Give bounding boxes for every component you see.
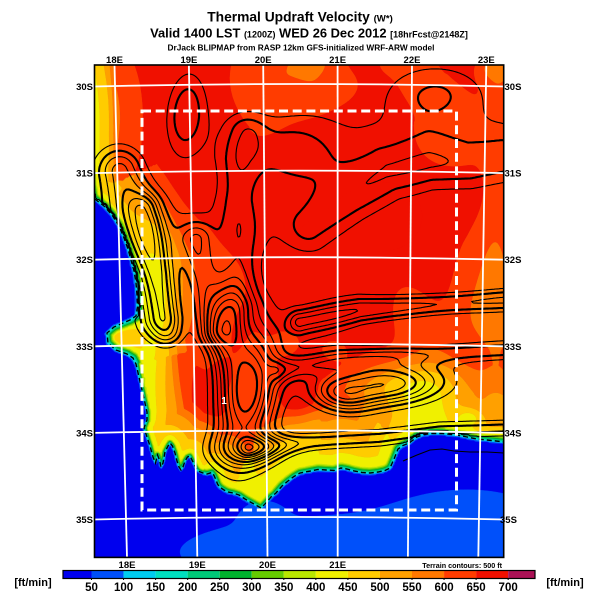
- svg-text:31S: 31S: [76, 169, 93, 180]
- svg-text:Thermal Updraft Velocity (W*): Thermal Updraft Velocity (W*): [207, 10, 393, 25]
- svg-text:33S: 33S: [505, 342, 522, 353]
- svg-text:1: 1: [221, 396, 227, 407]
- svg-text:Terrain contours: 500 ft: Terrain contours: 500 ft: [422, 561, 502, 570]
- svg-text:18E: 18E: [119, 560, 136, 571]
- svg-text:34S: 34S: [505, 428, 522, 439]
- svg-text:23E: 23E: [478, 55, 495, 66]
- svg-text:DrJack BLIPMAP from RASP 12km: DrJack BLIPMAP from RASP 12km GFS-initia…: [168, 43, 435, 53]
- svg-text:600: 600: [434, 582, 453, 594]
- svg-text:30S: 30S: [505, 82, 522, 93]
- svg-text:[ft/min]: [ft/min]: [546, 577, 584, 589]
- svg-text:21E: 21E: [329, 560, 346, 571]
- svg-text:50: 50: [85, 582, 98, 594]
- svg-text:350: 350: [274, 582, 293, 594]
- svg-text:400: 400: [306, 582, 325, 594]
- svg-text:200: 200: [178, 582, 197, 594]
- svg-text:19E: 19E: [189, 560, 206, 571]
- svg-text:550: 550: [402, 582, 421, 594]
- svg-text:300: 300: [242, 582, 261, 594]
- svg-text:18E: 18E: [106, 55, 123, 66]
- svg-text:19E: 19E: [180, 55, 197, 66]
- svg-text:20E: 20E: [259, 560, 276, 571]
- svg-text:450: 450: [338, 582, 357, 594]
- svg-text:32S: 32S: [76, 255, 93, 266]
- svg-text:33S: 33S: [76, 342, 93, 353]
- svg-text:Valid 1400 LST (1200Z) WED 26: Valid 1400 LST (1200Z) WED 26 Dec 2012 […: [150, 26, 468, 41]
- svg-text:700: 700: [499, 582, 518, 594]
- svg-text:250: 250: [210, 582, 229, 594]
- svg-text:500: 500: [370, 582, 389, 594]
- svg-text:[ft/min]: [ft/min]: [14, 577, 52, 589]
- svg-text:34S: 34S: [76, 428, 93, 439]
- svg-text:32S: 32S: [505, 255, 522, 266]
- svg-text:35S: 35S: [500, 515, 517, 526]
- svg-text:35S: 35S: [76, 515, 93, 526]
- svg-text:20E: 20E: [255, 55, 272, 66]
- svg-text:650: 650: [467, 582, 486, 594]
- svg-text:100: 100: [114, 582, 133, 594]
- svg-text:31S: 31S: [505, 169, 522, 180]
- svg-text:22E: 22E: [404, 55, 421, 66]
- svg-text:21E: 21E: [329, 55, 346, 66]
- svg-text:30S: 30S: [76, 82, 93, 93]
- svg-text:150: 150: [146, 582, 165, 594]
